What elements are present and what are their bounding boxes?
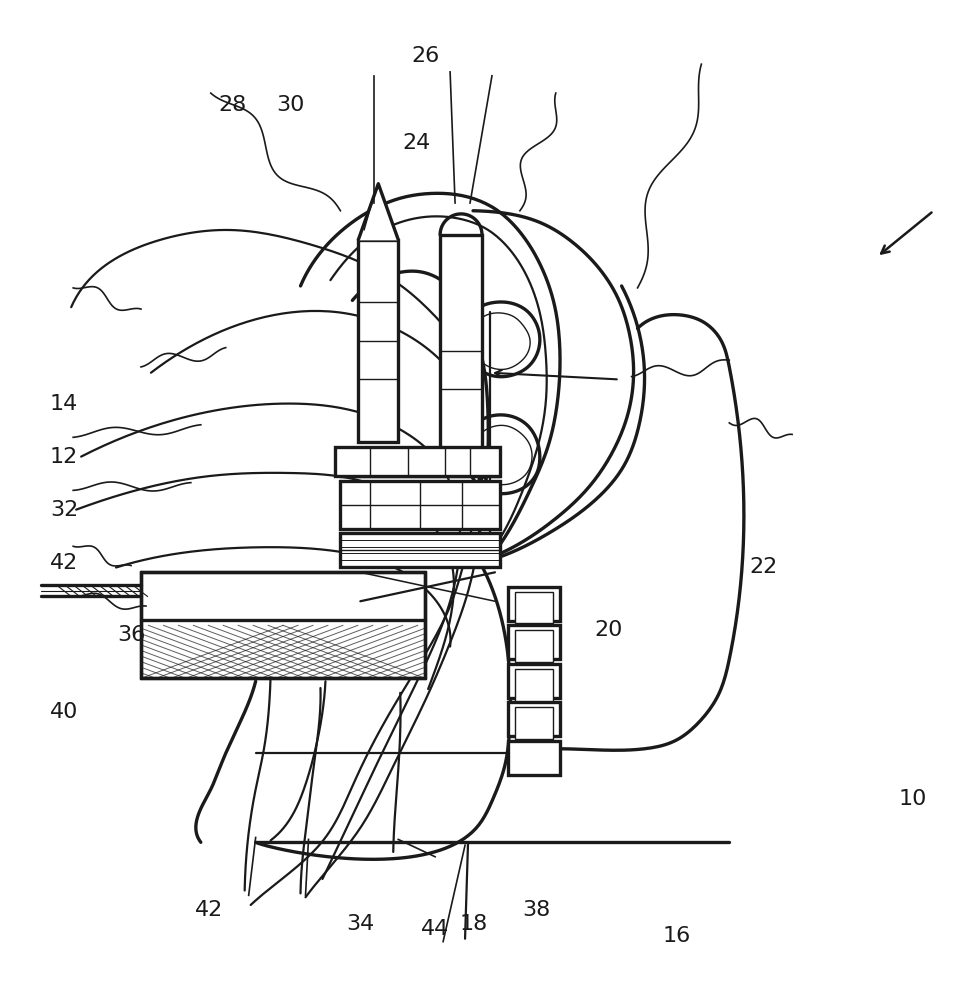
Bar (440, 235, 482, 466)
Text: 30: 30 (277, 95, 305, 115)
Text: 20: 20 (595, 620, 623, 640)
Text: 14: 14 (50, 394, 78, 414)
Bar (340, 533, 500, 567)
Bar (508, 625, 560, 659)
Bar (508, 587, 560, 621)
Text: 26: 26 (412, 46, 440, 66)
Bar (514, 592, 553, 623)
Polygon shape (359, 184, 398, 240)
Text: 24: 24 (402, 133, 430, 153)
Text: 18: 18 (459, 914, 488, 934)
Text: 32: 32 (50, 500, 78, 520)
Bar (141, 572, 425, 678)
Text: 16: 16 (662, 926, 690, 946)
Text: 28: 28 (219, 95, 247, 115)
Bar (359, 240, 398, 442)
Bar (508, 664, 560, 698)
Bar (508, 741, 560, 775)
Bar (514, 707, 553, 739)
Bar (514, 630, 553, 662)
Text: 12: 12 (50, 447, 78, 467)
Text: 44: 44 (422, 919, 450, 939)
Text: 38: 38 (522, 900, 550, 920)
Text: 40: 40 (50, 702, 78, 722)
Bar (508, 702, 560, 736)
Text: 10: 10 (898, 789, 926, 809)
Text: 42: 42 (194, 900, 222, 920)
Bar (514, 669, 553, 701)
Text: 36: 36 (117, 625, 146, 645)
Text: 22: 22 (749, 557, 777, 577)
Text: 34: 34 (346, 914, 374, 934)
Bar (336, 447, 500, 476)
Text: 42: 42 (50, 553, 78, 573)
Bar (340, 481, 500, 529)
